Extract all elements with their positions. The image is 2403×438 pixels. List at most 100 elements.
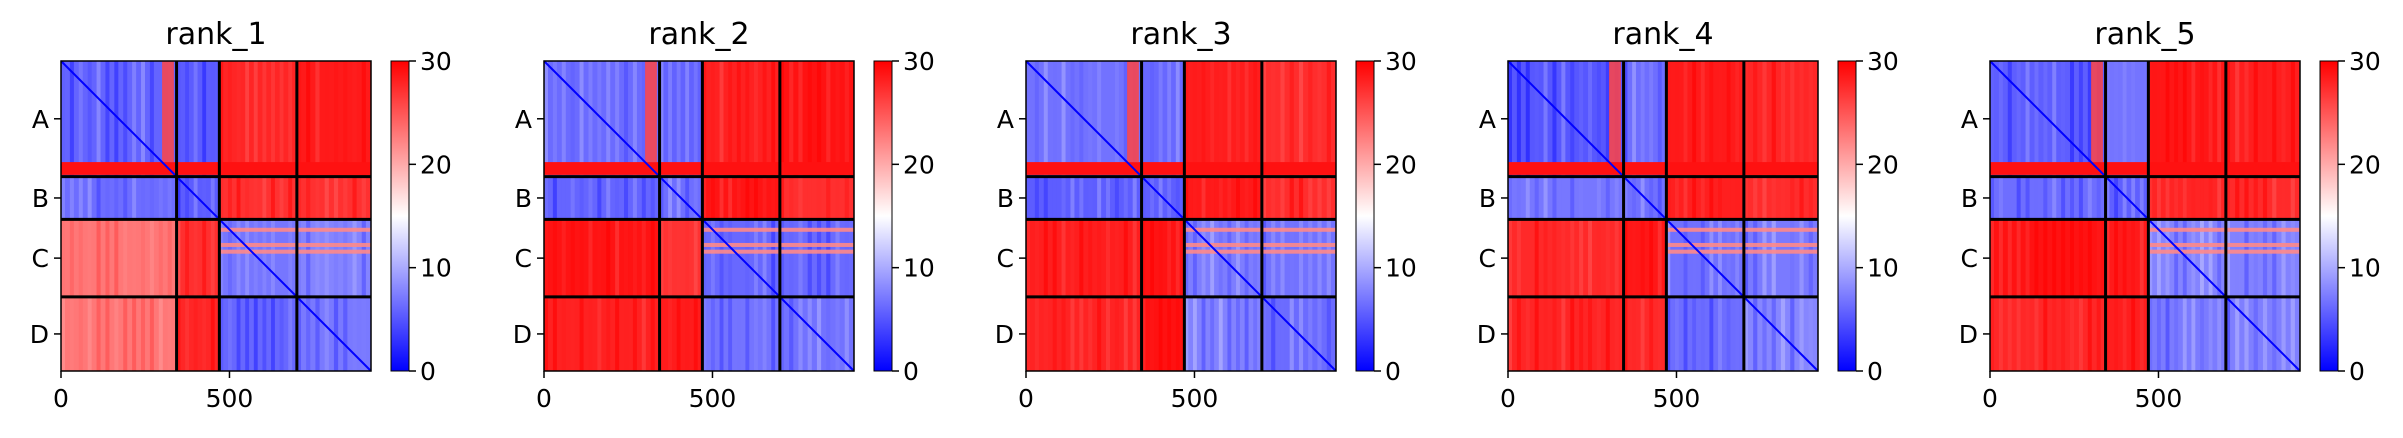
heatmap-stripe: [1244, 219, 1249, 297]
heatmap-stripe: [193, 176, 198, 220]
heatmap-stripe: [219, 219, 224, 297]
heatmap-stripe: [798, 61, 803, 177]
colorbar-tick-label: 30: [420, 47, 452, 76]
heatmap-stripe: [570, 219, 575, 297]
heatmap-stripe: [826, 61, 831, 177]
heatmap-stripe: [1218, 296, 1223, 371]
heatmap-stripe: [685, 176, 690, 220]
heatmap-stripe: [710, 61, 715, 177]
heatmap-stripe: [2061, 296, 2066, 371]
heatmap-stripe: [844, 176, 849, 220]
heatmap-block: [219, 296, 297, 371]
heatmap-stripe: [219, 61, 224, 177]
heatmap-stripe: [1709, 219, 1714, 297]
heatmap-stripe: [1158, 61, 1163, 177]
heatmap-stripe: [227, 296, 232, 371]
heatmap-stripe: [253, 61, 258, 177]
heatmap-stripe: [807, 296, 812, 371]
heatmap-stripe: [1780, 61, 1786, 177]
heatmap-stripe: [1097, 176, 1102, 220]
heatmap-stripe: [779, 219, 785, 297]
heatmap-stripe: [1683, 296, 1688, 371]
heatmap-stripe: [1192, 296, 1197, 371]
heatmap-band: [2148, 227, 2300, 232]
heatmap-stripe: [1061, 176, 1066, 220]
heatmap-stripe: [2225, 176, 2231, 220]
heatmap-stripe: [114, 296, 119, 371]
x-tick-label: 0: [536, 384, 552, 413]
heatmap-stripe: [1184, 61, 1189, 177]
colorbar: [1355, 60, 1375, 372]
heatmap-block: [1666, 61, 1744, 177]
heatmap-stripe: [597, 176, 602, 220]
heatmap-stripe: [579, 296, 584, 371]
heatmap-stripe: [2061, 219, 2066, 297]
heatmap-stripe: [1605, 176, 1610, 220]
heatmap-stripe: [1097, 219, 1102, 297]
heatmap-band: [702, 227, 854, 232]
heatmap-stripe: [2253, 219, 2258, 297]
heatmap-stripe: [2253, 61, 2258, 177]
heatmap-stripe: [306, 61, 311, 177]
heatmap-stripe: [762, 219, 767, 297]
heatmap-stripe: [1632, 61, 1636, 177]
heatmap-stripe: [1308, 61, 1313, 177]
heatmap-stripe: [1106, 296, 1111, 371]
heatmap-stripe: [1579, 296, 1584, 371]
heatmap-stripe: [1718, 61, 1722, 177]
heatmap-stripe: [1271, 296, 1276, 371]
heatmap-stripe: [632, 296, 637, 371]
heatmap-stripe: [1210, 219, 1215, 297]
heatmap-stripe: [1298, 296, 1304, 371]
heatmap-stripe: [219, 176, 224, 220]
heatmap-stripe: [1762, 176, 1767, 220]
heatmap-stripe: [659, 296, 664, 371]
heatmap-stripe: [1735, 176, 1740, 220]
heatmap-stripe: [1210, 61, 1215, 177]
heatmap-stripe: [624, 61, 629, 177]
heatmap-stripe: [193, 219, 198, 297]
heatmap-stripe: [844, 219, 849, 297]
heatmap-stripe: [2281, 61, 2286, 177]
heatmap-stripe: [2217, 61, 2222, 177]
heatmap-band: [1184, 249, 1336, 254]
heatmap-stripe: [315, 296, 320, 371]
heatmap-stripe: [685, 296, 690, 371]
heatmap-stripe: [1990, 219, 1995, 297]
heatmap-stripe: [96, 61, 101, 177]
heatmap-stripe: [1034, 219, 1039, 297]
heatmap-stripe: [1632, 219, 1636, 297]
y-tick-label: A: [32, 105, 49, 134]
heatmap-stripe: [1508, 219, 1513, 297]
heatmap-stripe: [1709, 296, 1714, 371]
heatmap-stripe: [1726, 176, 1731, 220]
heatmap-block: [702, 296, 780, 371]
heatmap-stripe: [245, 219, 250, 297]
heatmap-stripe: [668, 296, 672, 371]
heatmap-stripe: [1043, 219, 1048, 297]
x-tick-label: 500: [1171, 384, 1219, 413]
heatmap-stripe: [167, 219, 172, 297]
heatmap-stripe: [1753, 219, 1758, 297]
heatmap-stripe: [2016, 61, 2021, 177]
heatmap-stripe: [2208, 219, 2213, 297]
heatmap-stripe: [2174, 296, 2179, 371]
heatmap-stripe: [650, 296, 655, 371]
heatmap-stripe: [96, 219, 101, 297]
heatmap-stripe: [693, 61, 698, 177]
heatmap-band: [1508, 162, 1818, 175]
heatmap-stripe: [288, 219, 293, 297]
heatmap-stripe: [2087, 176, 2092, 220]
heatmap-stripe: [78, 296, 83, 371]
heatmap-stripe: [123, 61, 128, 177]
heatmap-stripe: [1052, 61, 1057, 177]
heatmap-stripe: [167, 176, 172, 220]
heatmap-stripe: [262, 219, 267, 297]
heatmap-stripe: [1709, 61, 1714, 177]
heatmap-stripe: [1623, 61, 1628, 177]
heatmap-stripe: [2096, 219, 2101, 297]
heatmap-stripe: [1700, 61, 1705, 177]
heatmap-stripe: [1808, 176, 1813, 220]
heatmap-stripe: [1097, 61, 1102, 177]
heatmap-stripe: [1106, 219, 1111, 297]
